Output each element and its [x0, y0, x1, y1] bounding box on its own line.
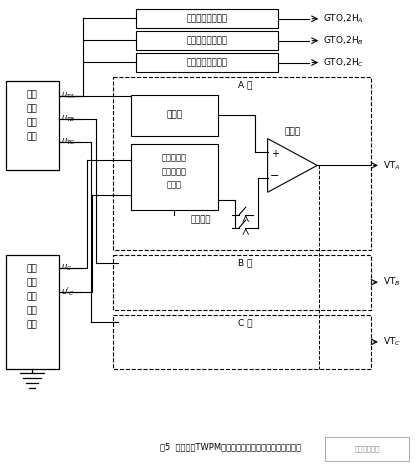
Polygon shape — [113, 77, 371, 250]
Text: GTO,2H$_B$: GTO,2H$_B$ — [323, 34, 364, 47]
Text: $u_{TC}$: $u_{TC}$ — [61, 136, 76, 147]
Polygon shape — [131, 143, 218, 210]
Text: A 相: A 相 — [238, 80, 252, 89]
Text: 两组载波三: 两组载波三 — [162, 153, 187, 162]
Polygon shape — [6, 255, 59, 369]
Text: 正负半周脉冲形成: 正负半周脉冲形成 — [186, 14, 228, 23]
Text: 三相: 三相 — [27, 90, 37, 99]
Text: GTO,2H$_A$: GTO,2H$_A$ — [323, 13, 364, 25]
Text: 制电路: 制电路 — [167, 181, 182, 190]
Polygon shape — [325, 437, 409, 461]
Text: 正负半周脉冲形成: 正负半周脉冲形成 — [186, 36, 228, 45]
Text: +: + — [270, 150, 279, 160]
Text: 图5  三相基本TWPM直流电流源逆变器的控制电路示意图: 图5 三相基本TWPM直流电流源逆变器的控制电路示意图 — [160, 442, 302, 451]
Text: $u_C$: $u_C$ — [61, 262, 72, 273]
Text: C 相: C 相 — [238, 318, 252, 327]
Text: VT$_C$: VT$_C$ — [383, 336, 401, 348]
Text: 载波切换: 载波切换 — [190, 216, 210, 225]
Text: 电子工程世界: 电子工程世界 — [354, 446, 380, 452]
Text: 波发: 波发 — [27, 118, 37, 127]
Polygon shape — [267, 139, 317, 192]
Text: $u'_C$: $u'_C$ — [61, 286, 75, 298]
Polygon shape — [113, 314, 371, 369]
Text: 波发: 波发 — [27, 306, 37, 315]
Text: 两组: 两组 — [27, 264, 37, 273]
Text: 载波: 载波 — [27, 278, 37, 287]
Polygon shape — [6, 81, 59, 170]
Text: $u_{TA}$: $u_{TA}$ — [61, 91, 75, 101]
Text: 生器: 生器 — [27, 320, 37, 329]
Text: 梯形: 梯形 — [27, 104, 37, 113]
Text: 正负半周脉冲形成: 正负半周脉冲形成 — [186, 58, 228, 67]
Text: VT$_A$: VT$_A$ — [383, 159, 401, 172]
Text: VT$_B$: VT$_B$ — [383, 276, 401, 288]
Polygon shape — [136, 53, 277, 72]
Polygon shape — [136, 9, 277, 28]
Text: 三角: 三角 — [27, 292, 37, 301]
Polygon shape — [136, 31, 277, 50]
Text: 生器: 生器 — [27, 132, 37, 141]
Text: GTO,2H$_C$: GTO,2H$_C$ — [323, 56, 365, 69]
Text: B 相: B 相 — [238, 258, 252, 267]
Text: −: − — [270, 171, 279, 181]
Text: 角波切换控: 角波切换控 — [162, 167, 187, 176]
Text: 比较器: 比较器 — [285, 127, 300, 136]
Polygon shape — [131, 95, 218, 135]
Text: $u_{TB}$: $u_{TB}$ — [61, 113, 76, 124]
Polygon shape — [113, 255, 371, 310]
Text: 整流器: 整流器 — [166, 111, 182, 120]
